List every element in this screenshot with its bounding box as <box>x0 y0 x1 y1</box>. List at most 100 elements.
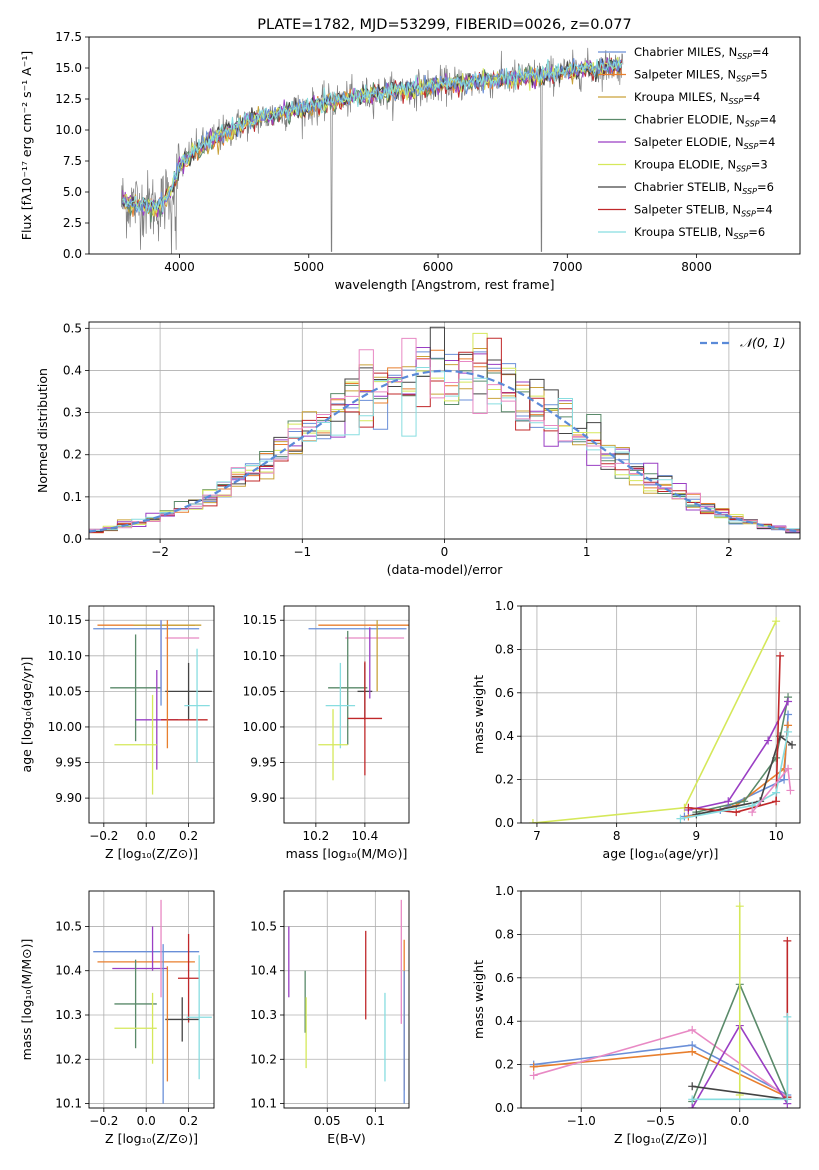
legend-label: Kroupa MILES, NSSP=4 <box>634 90 760 106</box>
y-tick-label: 0.4 <box>495 1014 514 1028</box>
y-tick-label: 0.1 <box>63 490 82 504</box>
model-spectrum <box>122 60 623 217</box>
legend-subscript: SSP <box>736 75 751 84</box>
axes-frame <box>520 890 801 1109</box>
legend-label: Chabrier MILES, NSSP=4 <box>634 45 769 61</box>
x-tick-label: 9 <box>693 829 701 843</box>
y-tick-label: 0.5 <box>63 321 82 335</box>
x-axis-label: mass [log₁₀(M/M⊙)] <box>286 846 408 861</box>
x-tick-label: 4000 <box>164 260 195 274</box>
legend-label: Salpeter MILES, NSSP=5 <box>634 68 768 84</box>
series-marker <box>692 810 701 819</box>
legend-tail: =4 <box>743 90 760 104</box>
series-marker <box>788 740 797 749</box>
legend-subscript: SSP <box>737 52 752 61</box>
gaussian-curve <box>89 369 800 533</box>
series-marker <box>735 902 744 911</box>
x-tick-label: 0.0 <box>137 1114 156 1128</box>
y-tick-label: 1.0 <box>495 884 514 898</box>
x-tick-label: −1.0 <box>567 1114 596 1128</box>
data-point <box>165 662 212 720</box>
y-tick-label: 10.3 <box>250 1008 277 1022</box>
y-axis-label: mass weight <box>471 675 486 754</box>
x-tick-label: 0.0 <box>137 829 156 843</box>
legend-label: Salpeter ELODIE, NSSP=4 <box>634 135 775 151</box>
panel-weight_vs_Z: −1.0 −0.5 0.0 0.0 0.2 0.4 0.6 0.8 1.0 Z [log₁₀(Z/… <box>471 884 800 1146</box>
y-tick-label: 10.5 <box>55 919 82 933</box>
y-tick-label: 10.15 <box>243 613 277 627</box>
series-marker <box>688 1025 697 1034</box>
y-tick-label: 5.0 <box>63 185 82 199</box>
series-line <box>532 620 777 823</box>
data-point <box>165 997 200 1042</box>
y-tick-label: 0.2 <box>495 773 514 787</box>
x-axis-label: wavelength [Angstrom, rest frame] <box>334 277 554 292</box>
data-point <box>325 662 356 749</box>
series-marker <box>784 697 793 706</box>
y-tick-label: 10.15 <box>48 613 82 627</box>
series-marker <box>688 1082 697 1091</box>
series-line <box>680 731 789 820</box>
plot-area <box>120 47 624 254</box>
legend: Chabrier MILES, NSSP=4 Salpeter MILES, NS… <box>598 45 776 241</box>
series-marker <box>780 775 789 784</box>
y-tick-label: 0.8 <box>495 927 514 941</box>
model-spectrum <box>122 58 623 212</box>
axes-frame <box>283 890 410 1109</box>
plot-area <box>528 617 797 823</box>
x-tick-label: 0.1 <box>366 1114 385 1128</box>
series-marker <box>783 1095 792 1104</box>
y-tick-label: 0.6 <box>495 971 514 985</box>
model-spectrum <box>122 59 622 218</box>
model-spectrum <box>122 57 623 212</box>
x-tick-label: −0.5 <box>646 1114 675 1128</box>
y-tick-label: 10.2 <box>250 1052 277 1066</box>
series-marker <box>783 936 792 945</box>
legend-tail: =6 <box>748 225 765 239</box>
series-marker <box>764 736 773 745</box>
series-marker <box>776 651 785 660</box>
y-tick-label: 10.5 <box>250 919 277 933</box>
axes-frame <box>88 36 801 255</box>
x-tick-label: 1 <box>583 545 591 559</box>
series-marker <box>684 803 693 812</box>
panel-spectrum: 4000 5000 6000 7000 8000 0.0 2.5 5.0 7.5 10.0 12.5… <box>19 17 776 292</box>
y-tick-label: 9.95 <box>250 756 277 770</box>
panel-age_vs_Z: −0.2 0.0 0.2 9.90 9.95 10.00 10.05 10.10 10.15 Z … <box>19 606 214 861</box>
legend-subscript: SSP <box>744 142 759 151</box>
y-tick-label: 0.6 <box>495 686 514 700</box>
series-marker <box>688 1104 697 1108</box>
y-tick-label: 10.1 <box>250 1097 277 1111</box>
axes-frame <box>520 605 801 824</box>
axes-frame <box>88 890 215 1109</box>
y-tick-label: 10.05 <box>48 684 82 698</box>
data-point <box>186 955 212 1080</box>
data-point <box>177 933 200 1023</box>
y-tick-label: 7.5 <box>63 154 82 168</box>
series-line <box>696 696 789 813</box>
histogram-series <box>89 337 800 535</box>
series-marker <box>724 797 733 806</box>
legend-tail: =4 <box>758 135 775 149</box>
legend-subscript: SSP <box>729 97 744 106</box>
data-point <box>110 634 162 742</box>
legend-label: Chabrier ELODIE, NSSP=4 <box>634 113 776 129</box>
y-tick-label: 1.0 <box>495 599 514 613</box>
legend-label: Chabrier STELIB, NSSP=6 <box>634 180 774 196</box>
y-tick-label: 0.2 <box>495 1058 514 1072</box>
x-tick-label: 10.4 <box>352 829 379 843</box>
axes-frame <box>88 321 801 540</box>
series-marker <box>529 1071 538 1080</box>
x-axis-label: Z [log₁₀(Z/Z⊙)] <box>614 1131 707 1146</box>
y-axis-label: Flux [fλ10⁻¹⁷ erg cm⁻² s⁻¹ A⁻¹] <box>19 51 34 240</box>
x-tick-label: 0.2 <box>179 1114 198 1128</box>
legend-label: 𝒩(0, 1) <box>740 335 786 350</box>
series-marker <box>772 797 781 806</box>
model-spectrum <box>122 56 622 217</box>
x-tick-label: 8000 <box>681 260 712 274</box>
y-axis-label: mass weight <box>471 960 486 1039</box>
y-tick-label: 10.2 <box>55 1052 82 1066</box>
model-spectrum <box>122 58 623 215</box>
series-marker <box>688 1047 697 1056</box>
series-marker <box>748 808 757 817</box>
